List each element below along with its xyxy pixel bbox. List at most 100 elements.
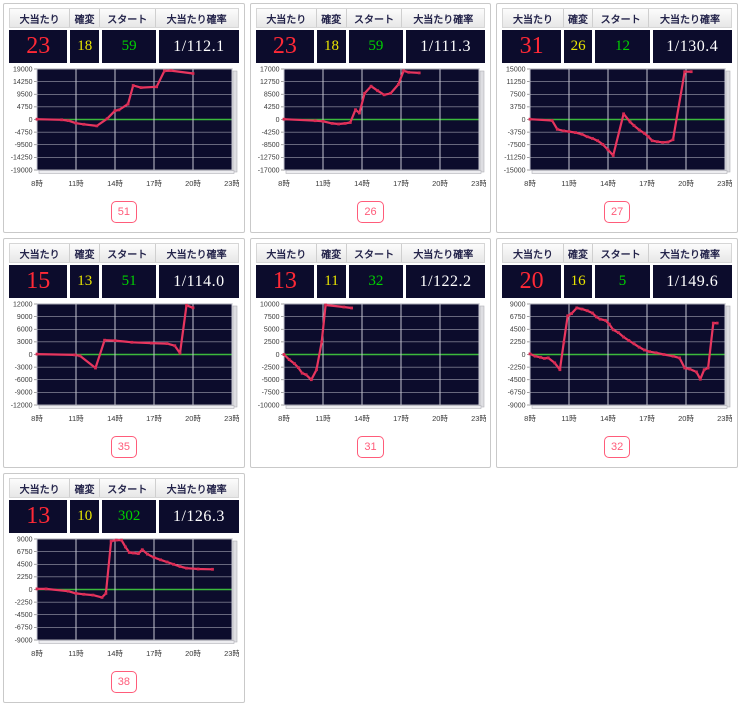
- svg-text:0: 0: [29, 587, 33, 594]
- svg-text:14時: 14時: [600, 414, 616, 423]
- header-start: スタート: [593, 9, 650, 27]
- machine-number-badge[interactable]: 32: [604, 435, 631, 458]
- machine-number-row: 27: [500, 195, 734, 228]
- machine-number-row: 38: [7, 665, 241, 698]
- svg-text:23時: 23時: [471, 414, 486, 423]
- jackpot-rate-value: 1/114.0: [159, 265, 239, 298]
- svg-text:11時: 11時: [315, 179, 331, 188]
- start-value: 59: [348, 30, 403, 63]
- machine-number-badge[interactable]: 26: [357, 200, 384, 223]
- start-value: 12: [595, 30, 650, 63]
- stats-header-row: 大当たり 確変 スタート 大当たり確率: [9, 243, 239, 263]
- svg-text:14250: 14250: [13, 79, 33, 86]
- kakuhen-value: 18: [70, 30, 100, 63]
- svg-text:4750: 4750: [17, 104, 33, 111]
- start-value: 59: [102, 30, 157, 63]
- svg-text:20時: 20時: [185, 649, 201, 658]
- jackpot-count-value: 15: [9, 265, 68, 298]
- stats-table: 大当たり 確変 スタート 大当たり確率 31 26 12 1/130.4: [502, 8, 732, 63]
- svg-text:14時: 14時: [107, 649, 123, 658]
- svg-text:3000: 3000: [17, 339, 33, 346]
- svg-text:0: 0: [275, 117, 279, 124]
- machine-number-badge[interactable]: 51: [110, 200, 137, 223]
- stats-header-row: 大当たり 確変 スタート 大当たり確率: [502, 8, 732, 28]
- svg-text:17時: 17時: [393, 179, 409, 188]
- header-start: スタート: [100, 9, 156, 27]
- machine-panel: 大当たり 確変 スタート 大当たり確率 15 13 51 1/114.0 120…: [3, 238, 245, 468]
- header-jackpot-count: 大当たり: [503, 244, 564, 262]
- svg-text:14時: 14時: [354, 414, 370, 423]
- stats-header-row: 大当たり 確変 スタート 大当たり確率: [255, 8, 486, 28]
- header-kakuhen: 確変: [317, 9, 347, 27]
- svg-text:17時: 17時: [393, 414, 409, 423]
- header-kakuhen: 確変: [70, 9, 100, 27]
- stats-table: 大当たり 確変 スタート 大当たり確率 20 16 5 1/149.6: [502, 243, 732, 298]
- jackpot-count-value: 31: [502, 30, 561, 63]
- svg-text:2500: 2500: [264, 339, 280, 346]
- svg-text:6000: 6000: [17, 327, 33, 334]
- jackpot-count-value: 20: [502, 265, 561, 298]
- svg-text:4250: 4250: [264, 104, 280, 111]
- chart-svg: 12000 9000 6000 3000 0 -3000 -6000 -9000 -12000 8…: [11, 301, 241, 423]
- header-kakuhen: 確変: [317, 244, 347, 262]
- header-jackpot-rate: 大当たり確率: [659, 249, 720, 261]
- svg-text:-7500: -7500: [508, 142, 526, 149]
- payout-line-chart: 19000 14250 9500 4750 0 -4750 -9500 -14250 -1900…: [7, 66, 241, 195]
- svg-text:11時: 11時: [562, 179, 578, 188]
- stats-table: 大当たり 確変 スタート 大当たり確率 23 18 59 1/112.1: [9, 8, 239, 63]
- chart-svg: 19000 14250 9500 4750 0 -4750 -9500 -14250 -1900…: [11, 66, 241, 188]
- machine-panel: 大当たり 確変 スタート 大当たり確率 13 11 32 1/122.2 100…: [249, 238, 492, 468]
- svg-text:-7500: -7500: [261, 390, 279, 397]
- stats-table: 大当たり 確変 スタート 大当たり確率 23 18 59 1/111.3: [255, 8, 486, 63]
- svg-text:-8500: -8500: [261, 142, 279, 149]
- chart-svg: 15000 11250 7500 3750 0 -3750 -7500 -11250 -1500…: [504, 66, 734, 188]
- svg-text:-9500: -9500: [15, 142, 33, 149]
- svg-text:11250: 11250: [507, 79, 526, 86]
- chart-svg: 9000 6750 4500 2250 0 -2250 -4500 -6750 -9000 8時 1…: [508, 301, 734, 423]
- header-jackpot-count: 大当たり: [257, 9, 317, 27]
- svg-text:2250: 2250: [17, 574, 33, 581]
- machine-number-badge[interactable]: 38: [110, 670, 137, 693]
- machine-panel: 大当たり 確変 スタート 大当たり確率 31 26 12 1/130.4 150…: [496, 3, 738, 233]
- header-jackpot-rate: 大当たり確率: [166, 14, 227, 26]
- svg-text:23時: 23時: [717, 179, 732, 188]
- svg-text:2250: 2250: [510, 339, 526, 346]
- svg-text:14時: 14時: [107, 414, 123, 423]
- kakuhen-value: 11: [317, 265, 346, 298]
- svg-text:4500: 4500: [17, 562, 33, 569]
- stats-header-row: 大当たり 確変 スタート 大当たり確率: [255, 243, 486, 263]
- svg-text:20時: 20時: [185, 414, 201, 423]
- header-kakuhen: 確変: [564, 9, 594, 27]
- header-jackpot-count: 大当たり: [10, 244, 71, 262]
- svg-text:17時: 17時: [639, 414, 655, 423]
- stats-table: 大当たり 確変 スタート 大当たり確率 13 10 302 1/126.3: [9, 478, 239, 533]
- header-jackpot-count: 大当たり: [10, 479, 71, 497]
- machine-number-badge[interactable]: 35: [110, 435, 137, 458]
- stats-value-row: 13 10 302 1/126.3: [9, 500, 239, 533]
- svg-text:5000: 5000: [264, 327, 280, 334]
- svg-text:-9000: -9000: [15, 637, 33, 644]
- svg-text:11時: 11時: [68, 649, 84, 658]
- svg-text:-4750: -4750: [15, 129, 33, 136]
- stats-header-row: 大当たり 確変 スタート 大当たり確率: [9, 478, 239, 498]
- payout-line-chart: 9000 6750 4500 2250 0 -2250 -4500 -6750 -9000 8時 1…: [7, 536, 241, 665]
- svg-text:7500: 7500: [510, 92, 526, 99]
- stats-table: 大当たり 確変 スタート 大当たり確率 15 13 51 1/114.0: [9, 243, 239, 298]
- machine-panel: 大当たり 確変 スタート 大当たり確率 13 10 302 1/126.3 90…: [3, 473, 245, 703]
- svg-text:14時: 14時: [354, 179, 370, 188]
- svg-text:-12000: -12000: [11, 402, 33, 409]
- svg-text:9500: 9500: [17, 92, 33, 99]
- svg-text:20時: 20時: [678, 414, 694, 423]
- svg-text:19000: 19000: [13, 66, 33, 73]
- svg-text:11時: 11時: [68, 414, 84, 423]
- header-jackpot-count: 大当たり: [257, 244, 317, 262]
- svg-text:8時: 8時: [524, 414, 536, 423]
- stats-header-row: 大当たり 確変 スタート 大当たり確率: [502, 243, 732, 263]
- machine-number-row: 31: [254, 430, 488, 463]
- machine-number-badge[interactable]: 27: [604, 200, 631, 223]
- svg-text:-12750: -12750: [257, 155, 279, 162]
- machine-number-badge[interactable]: 31: [357, 435, 384, 458]
- jackpot-rate-value: 1/149.6: [652, 265, 732, 298]
- header-start: スタート: [100, 244, 156, 262]
